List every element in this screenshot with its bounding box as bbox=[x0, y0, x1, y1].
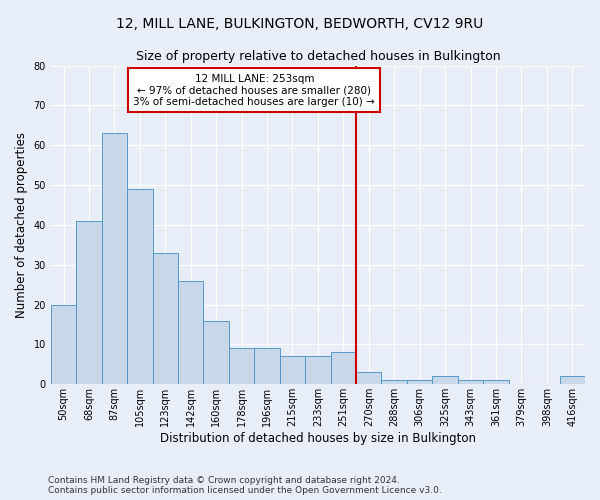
Title: Size of property relative to detached houses in Bulkington: Size of property relative to detached ho… bbox=[136, 50, 500, 63]
Bar bbox=[305, 356, 331, 384]
Bar bbox=[458, 380, 483, 384]
Bar bbox=[101, 134, 127, 384]
Text: Contains HM Land Registry data © Crown copyright and database right 2024.
Contai: Contains HM Land Registry data © Crown c… bbox=[48, 476, 442, 495]
Text: 12, MILL LANE, BULKINGTON, BEDWORTH, CV12 9RU: 12, MILL LANE, BULKINGTON, BEDWORTH, CV1… bbox=[116, 18, 484, 32]
Bar bbox=[280, 356, 305, 384]
Bar bbox=[356, 372, 382, 384]
Bar bbox=[407, 380, 433, 384]
Bar bbox=[382, 380, 407, 384]
Bar bbox=[76, 221, 101, 384]
Text: 12 MILL LANE: 253sqm
← 97% of detached houses are smaller (280)
3% of semi-detac: 12 MILL LANE: 253sqm ← 97% of detached h… bbox=[133, 74, 375, 106]
Bar bbox=[433, 376, 458, 384]
Bar bbox=[152, 253, 178, 384]
Bar bbox=[178, 280, 203, 384]
Y-axis label: Number of detached properties: Number of detached properties bbox=[15, 132, 28, 318]
Bar bbox=[51, 304, 76, 384]
Bar bbox=[203, 320, 229, 384]
Bar bbox=[331, 352, 356, 384]
Bar bbox=[127, 189, 152, 384]
Bar bbox=[560, 376, 585, 384]
Bar bbox=[483, 380, 509, 384]
Bar bbox=[229, 348, 254, 384]
X-axis label: Distribution of detached houses by size in Bulkington: Distribution of detached houses by size … bbox=[160, 432, 476, 445]
Bar bbox=[254, 348, 280, 384]
